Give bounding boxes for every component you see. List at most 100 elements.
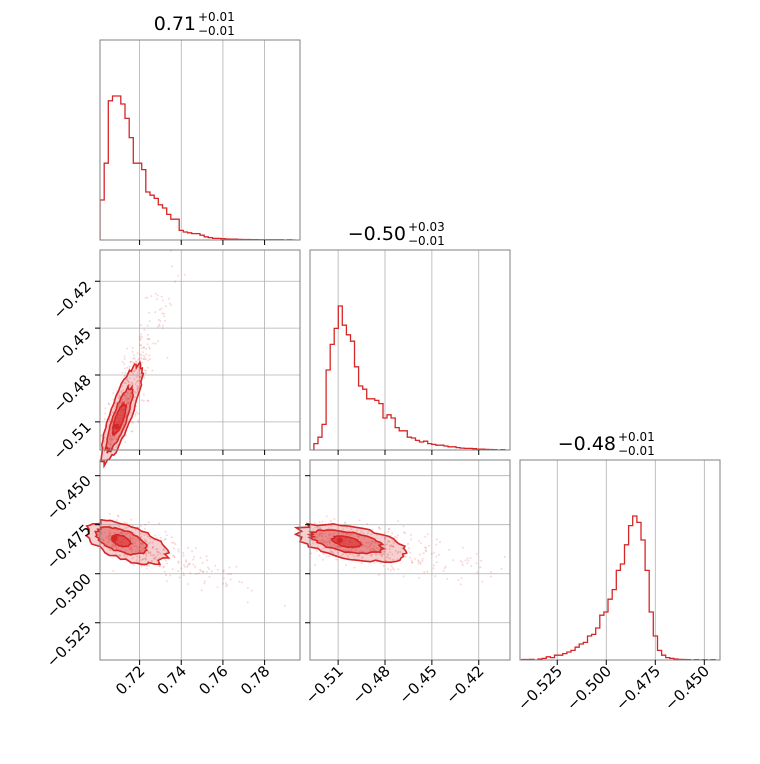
sample-point bbox=[147, 400, 149, 402]
panel-background bbox=[100, 40, 300, 240]
sample-point bbox=[75, 508, 77, 510]
sample-point bbox=[418, 560, 420, 562]
sample-point bbox=[344, 523, 346, 525]
sample-point bbox=[178, 549, 180, 551]
sample-point bbox=[193, 556, 195, 558]
sample-point bbox=[419, 554, 421, 556]
sample-point bbox=[200, 557, 202, 559]
sample-point bbox=[397, 520, 399, 522]
sample-point bbox=[236, 566, 238, 568]
sample-point bbox=[164, 571, 166, 573]
sample-point bbox=[470, 557, 472, 559]
sample-point bbox=[133, 354, 135, 356]
sample-point bbox=[147, 359, 149, 361]
sample-point bbox=[97, 481, 99, 483]
sample-point bbox=[378, 574, 380, 576]
sample-point bbox=[68, 527, 70, 529]
sample-point bbox=[169, 575, 171, 577]
sample-point bbox=[314, 522, 316, 524]
sample-point bbox=[198, 572, 200, 574]
sample-point bbox=[403, 576, 405, 578]
panel-2-2 bbox=[520, 460, 720, 660]
sample-point bbox=[204, 580, 206, 582]
sample-point bbox=[354, 567, 356, 569]
density-peak bbox=[337, 537, 343, 543]
sample-point bbox=[172, 568, 174, 570]
sample-point bbox=[379, 528, 381, 530]
sample-point bbox=[187, 564, 189, 566]
sample-point bbox=[418, 577, 420, 579]
sample-point bbox=[125, 456, 127, 458]
sample-point bbox=[143, 354, 145, 356]
x-tick-label: 0.72 bbox=[112, 662, 148, 698]
sample-point bbox=[116, 519, 118, 521]
sample-point bbox=[284, 605, 286, 607]
sample-point bbox=[135, 415, 137, 417]
sample-point bbox=[206, 559, 208, 561]
sample-point bbox=[427, 533, 429, 535]
sample-point bbox=[97, 519, 99, 521]
sample-point bbox=[359, 519, 361, 521]
sample-point bbox=[393, 569, 395, 571]
sample-point bbox=[160, 308, 162, 310]
sample-point bbox=[195, 573, 197, 575]
sample-point bbox=[166, 534, 168, 536]
sample-point bbox=[423, 571, 425, 573]
sample-point bbox=[95, 479, 97, 481]
sample-point bbox=[462, 547, 464, 549]
sample-point bbox=[214, 565, 216, 567]
sample-point bbox=[321, 521, 323, 523]
x-tick-label: −0.475 bbox=[612, 662, 664, 714]
sample-point bbox=[408, 547, 410, 549]
sample-point bbox=[84, 512, 86, 514]
sample-point bbox=[203, 582, 205, 584]
sample-point bbox=[70, 517, 72, 519]
sample-point bbox=[163, 313, 165, 315]
sample-point bbox=[481, 581, 483, 583]
sample-point bbox=[174, 543, 176, 545]
sample-point bbox=[140, 344, 142, 346]
sample-point bbox=[431, 553, 433, 555]
sample-point bbox=[170, 304, 172, 306]
sample-point bbox=[98, 489, 100, 491]
sample-point bbox=[397, 568, 399, 570]
sample-point bbox=[177, 570, 179, 572]
sample-point bbox=[70, 525, 72, 527]
sample-point bbox=[390, 569, 392, 571]
sample-point bbox=[165, 305, 167, 307]
sample-point bbox=[247, 601, 249, 603]
sample-point bbox=[97, 462, 99, 464]
sample-point bbox=[476, 553, 478, 555]
sample-point bbox=[208, 568, 210, 570]
sample-point bbox=[126, 348, 128, 350]
sample-point bbox=[142, 351, 144, 353]
sample-point bbox=[93, 481, 95, 483]
sample-point bbox=[173, 555, 175, 557]
title-minus-error: −0.01 bbox=[618, 444, 655, 458]
sample-point bbox=[66, 519, 68, 521]
sample-point bbox=[147, 367, 149, 369]
sample-point bbox=[226, 584, 228, 586]
sample-point bbox=[466, 558, 468, 560]
sample-point bbox=[129, 361, 131, 363]
sample-point bbox=[145, 372, 147, 374]
sample-point bbox=[90, 490, 92, 492]
sample-point bbox=[435, 544, 437, 546]
sample-point bbox=[187, 583, 189, 585]
sample-point bbox=[157, 295, 159, 297]
sample-point bbox=[112, 392, 114, 394]
sample-point bbox=[68, 513, 70, 515]
sample-point bbox=[143, 394, 145, 396]
sample-point bbox=[173, 547, 175, 549]
sample-point bbox=[140, 338, 142, 340]
sample-point bbox=[96, 479, 98, 481]
sample-point bbox=[504, 556, 506, 558]
sample-point bbox=[391, 565, 393, 567]
sample-point bbox=[418, 540, 420, 542]
sample-point bbox=[97, 483, 99, 485]
sample-point bbox=[410, 538, 412, 540]
sample-point bbox=[225, 582, 227, 584]
sample-point bbox=[94, 480, 96, 482]
sample-point bbox=[136, 412, 138, 414]
